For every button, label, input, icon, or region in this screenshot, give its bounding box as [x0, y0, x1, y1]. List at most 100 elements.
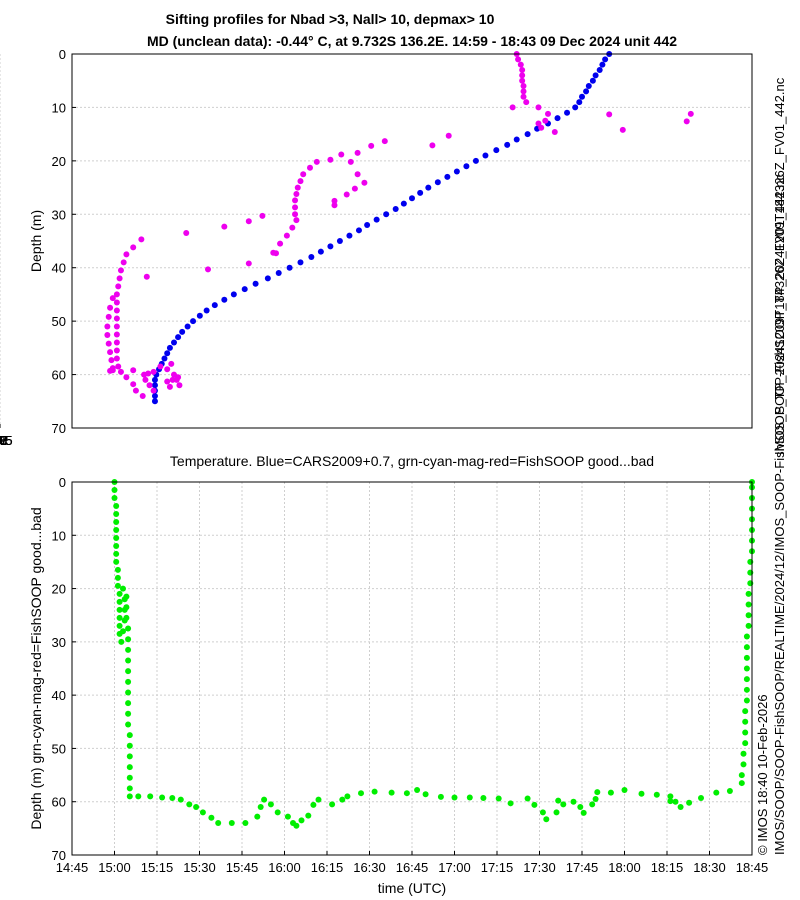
data-point-magenta [381, 138, 388, 145]
data-point-green [531, 801, 538, 808]
data-point-green [113, 502, 120, 509]
data-point-green [543, 816, 550, 823]
data-point-blue [400, 200, 407, 207]
data-point-blue [579, 93, 585, 100]
data-point-magenta [245, 260, 252, 267]
data-point-green [677, 804, 684, 811]
data-point-magenta [113, 323, 120, 330]
data-point-magenta [157, 363, 164, 370]
data-point-green [126, 785, 133, 792]
x-tick-label: 17:00 [438, 860, 471, 875]
data-point-magenta [368, 142, 375, 149]
data-point-green [495, 795, 502, 802]
data-point-magenta [331, 202, 338, 209]
data-point-green [388, 789, 395, 796]
stamp-label-line1: © IMOS 18:40 10-Feb-2026 [755, 694, 770, 855]
data-point-magenta [105, 340, 112, 347]
x-tick-label: 16:30 [353, 860, 386, 875]
data-point-green [215, 820, 222, 827]
data-point-magenta [105, 313, 112, 320]
data-point-green [293, 822, 300, 829]
data-point-green [686, 799, 693, 806]
data-point-green [742, 729, 749, 736]
data-point-magenta [150, 387, 157, 394]
data-point-magenta [445, 132, 452, 139]
data-point-magenta [123, 374, 130, 381]
x-tick-label: 18:45 [736, 860, 769, 875]
data-point-green [126, 753, 133, 760]
x-tick-label: 29 [0, 433, 7, 448]
x-tick-label: 30.5 [0, 433, 13, 448]
x-tick-label: 15:45 [226, 860, 259, 875]
data-point-green [125, 657, 132, 664]
data-point-magenta [519, 67, 526, 74]
data-point-green [638, 790, 645, 797]
data-point-magenta [293, 190, 300, 197]
data-point-magenta [683, 118, 690, 125]
data-point-blue [275, 270, 282, 277]
data-point-magenta [619, 126, 626, 133]
data-point-green [466, 794, 473, 801]
data-point-blue [417, 189, 424, 196]
data-point-magenta [176, 382, 183, 389]
data-point-green [120, 628, 126, 635]
data-point-blue [576, 99, 583, 106]
x-tick-label: 14:45 [56, 860, 89, 875]
data-point-green [135, 793, 142, 800]
data-point-green [113, 518, 120, 525]
data-point-green [672, 798, 679, 805]
data-point-green [125, 710, 132, 717]
data-point-green [743, 676, 750, 683]
data-point-green [539, 809, 546, 816]
data-point-blue [161, 355, 168, 362]
data-point-blue [346, 232, 353, 239]
data-point-blue [196, 312, 203, 319]
data-point-blue [504, 141, 511, 148]
data-point-green [310, 801, 317, 808]
data-point-green [284, 813, 291, 820]
data-point-blue [383, 211, 390, 218]
data-point-blue [596, 67, 603, 74]
data-point-green [254, 813, 261, 820]
data-point-blue [241, 286, 248, 293]
y-tick-label: 70 [52, 848, 66, 863]
x-tick-label: 27 [0, 433, 7, 448]
data-point-magenta [130, 367, 137, 374]
data-point-magenta [347, 158, 354, 165]
data-point-magenta [175, 374, 182, 381]
y-axis-label: Depth (m) [28, 210, 44, 272]
data-point-green [186, 801, 193, 808]
y-axis-label: Depth (m) grn-cyan-mag-red=FishSOOP good… [28, 507, 44, 829]
data-point-blue [425, 184, 432, 191]
data-point-green [589, 801, 596, 808]
data-point-green [116, 622, 123, 629]
x-tick-label: 26.5 [0, 433, 13, 448]
data-point-magenta [297, 178, 304, 185]
data-point-magenta [130, 381, 137, 388]
data-point-green [344, 793, 351, 800]
data-point-green [698, 794, 704, 801]
data-point-magenta [523, 99, 530, 106]
data-point-magenta [113, 355, 120, 362]
data-point-green [114, 566, 121, 573]
data-point-green [713, 789, 720, 796]
data-point-magenta [166, 383, 173, 390]
data-point-magenta [535, 104, 542, 111]
data-point-green [315, 796, 322, 803]
data-point-green [118, 638, 125, 645]
chart-title-line1: Sifting profiles for Nbad >3, Nall> 10, … [166, 11, 495, 27]
data-point-green [480, 794, 487, 801]
y-tick-label: 40 [52, 688, 66, 703]
data-point-green [147, 793, 154, 800]
data-point-blue [211, 302, 218, 309]
data-point-magenta [509, 104, 516, 111]
x-tick-label: 17:15 [481, 860, 514, 875]
data-point-magenta [113, 307, 120, 314]
x-tick-label: 29.5 [0, 433, 13, 448]
data-point-blue [599, 61, 606, 68]
data-point-green [740, 761, 747, 768]
chart-title-line2: MD (unclean data): -0.44° C, at 9.732S 1… [147, 33, 677, 49]
data-point-magenta [606, 111, 613, 118]
data-point-magenta [117, 267, 124, 274]
data-point-green [123, 614, 130, 621]
